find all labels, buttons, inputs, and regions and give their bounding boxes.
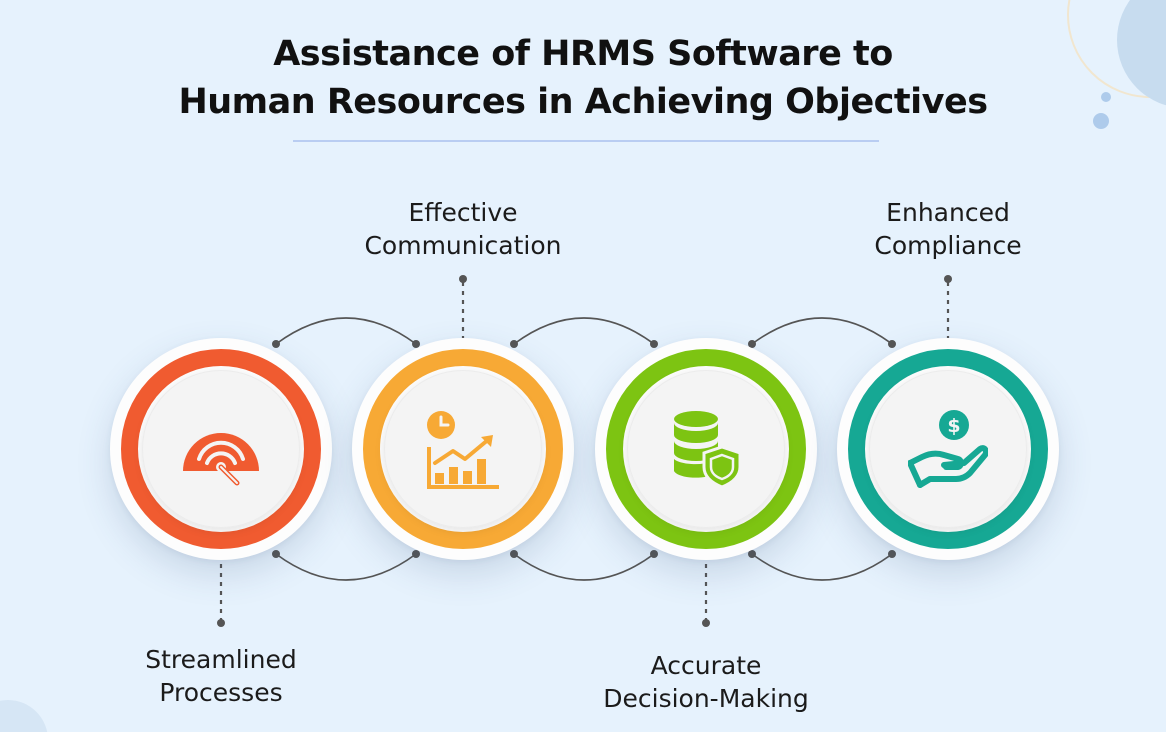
label-line-2: Communication [364, 231, 562, 260]
page-title: Assistance of HRMS Software to Human Res… [0, 30, 1166, 126]
label-streamlined-processes: Streamlined Processes [71, 643, 371, 709]
label-line-2: Compliance [874, 231, 1022, 260]
label-accurate-decision-making: Accurate Decision-Making [556, 649, 856, 715]
node-accurate-decision-making [595, 338, 817, 560]
hand-money-icon: $ [908, 410, 988, 488]
label-enhanced-compliance: Enhanced Compliance [798, 196, 1098, 262]
label-effective-communication: Effective Communication [313, 196, 613, 262]
label-line-1: Enhanced [886, 198, 1010, 227]
inner-circle: $ [869, 370, 1027, 528]
svg-text:$: $ [947, 415, 960, 437]
speedometer-icon [183, 433, 259, 486]
title-line-2: Human Resources in Achieving Objectives [178, 82, 988, 122]
label-line-2: Decision-Making [603, 684, 809, 713]
label-line-2: Processes [159, 678, 283, 707]
label-line-1: Streamlined [145, 645, 297, 674]
inner-circle [142, 370, 300, 528]
title-line-1: Assistance of HRMS Software to [273, 34, 893, 74]
inner-circle [384, 370, 542, 528]
label-line-1: Accurate [650, 651, 762, 680]
node-effective-communication [352, 338, 574, 560]
clock-growth-chart-icon [427, 411, 499, 489]
label-line-1: Effective [408, 198, 518, 227]
node-streamlined-processes [110, 338, 332, 560]
node-enhanced-compliance: $ [837, 338, 1059, 560]
database-shield-icon [674, 411, 742, 489]
title-underline [293, 140, 879, 142]
inner-circle [627, 370, 785, 528]
